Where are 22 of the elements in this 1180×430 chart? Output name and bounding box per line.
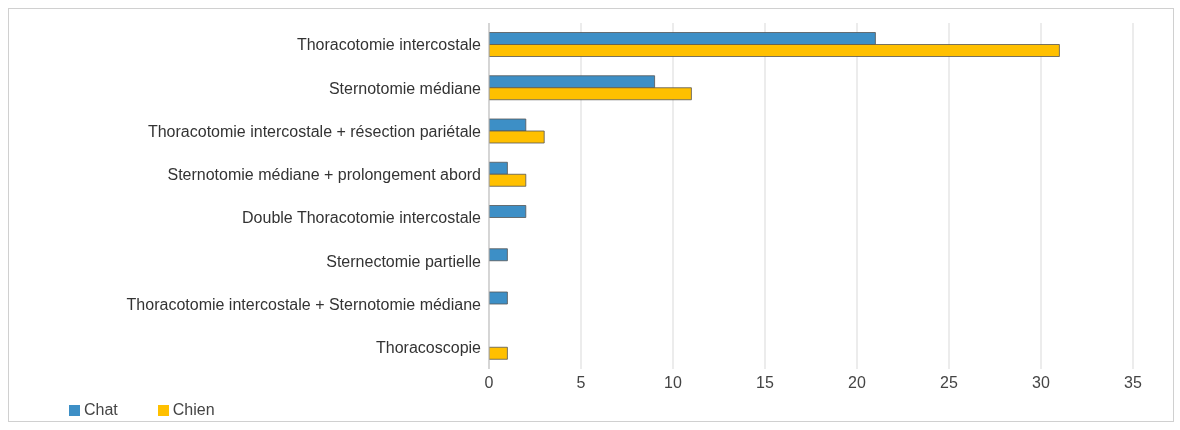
x-tick-label: 10	[664, 374, 682, 392]
y-tick-label: Sternectomie partielle	[326, 252, 482, 270]
y-tick-label: Sternotomie médiane	[328, 79, 482, 97]
bar	[489, 248, 508, 262]
y-tick-label: Thoracotomie intercostale + Sternotomie médiane	[126, 295, 482, 313]
bar	[489, 346, 508, 360]
y-tick-label: Sternotomie médiane + prolongement abord	[167, 166, 481, 184]
x-tick-label: 35	[1124, 374, 1142, 392]
y-tick-label: Thoracotomie intercostale + résection pariétale	[147, 122, 482, 140]
legend-label: Chien	[172, 401, 215, 418]
x-tick-label: 15	[756, 374, 774, 392]
bar	[489, 205, 527, 218]
x-tick-label: 0	[484, 374, 494, 392]
x-tick-label: 5	[576, 374, 586, 392]
x-tick-label: 30	[1032, 374, 1050, 392]
bar	[489, 291, 508, 305]
y-tick-label: Thoracoscopie	[376, 339, 482, 357]
x-tick-label: 20	[848, 374, 866, 392]
y-tick-label: Thoracotomie intercostale	[296, 36, 482, 54]
legend-label: Chat	[84, 401, 118, 418]
y-tick-label: Double Thoracotomie intercostale	[242, 209, 482, 227]
x-tick-label: 25	[940, 374, 958, 392]
